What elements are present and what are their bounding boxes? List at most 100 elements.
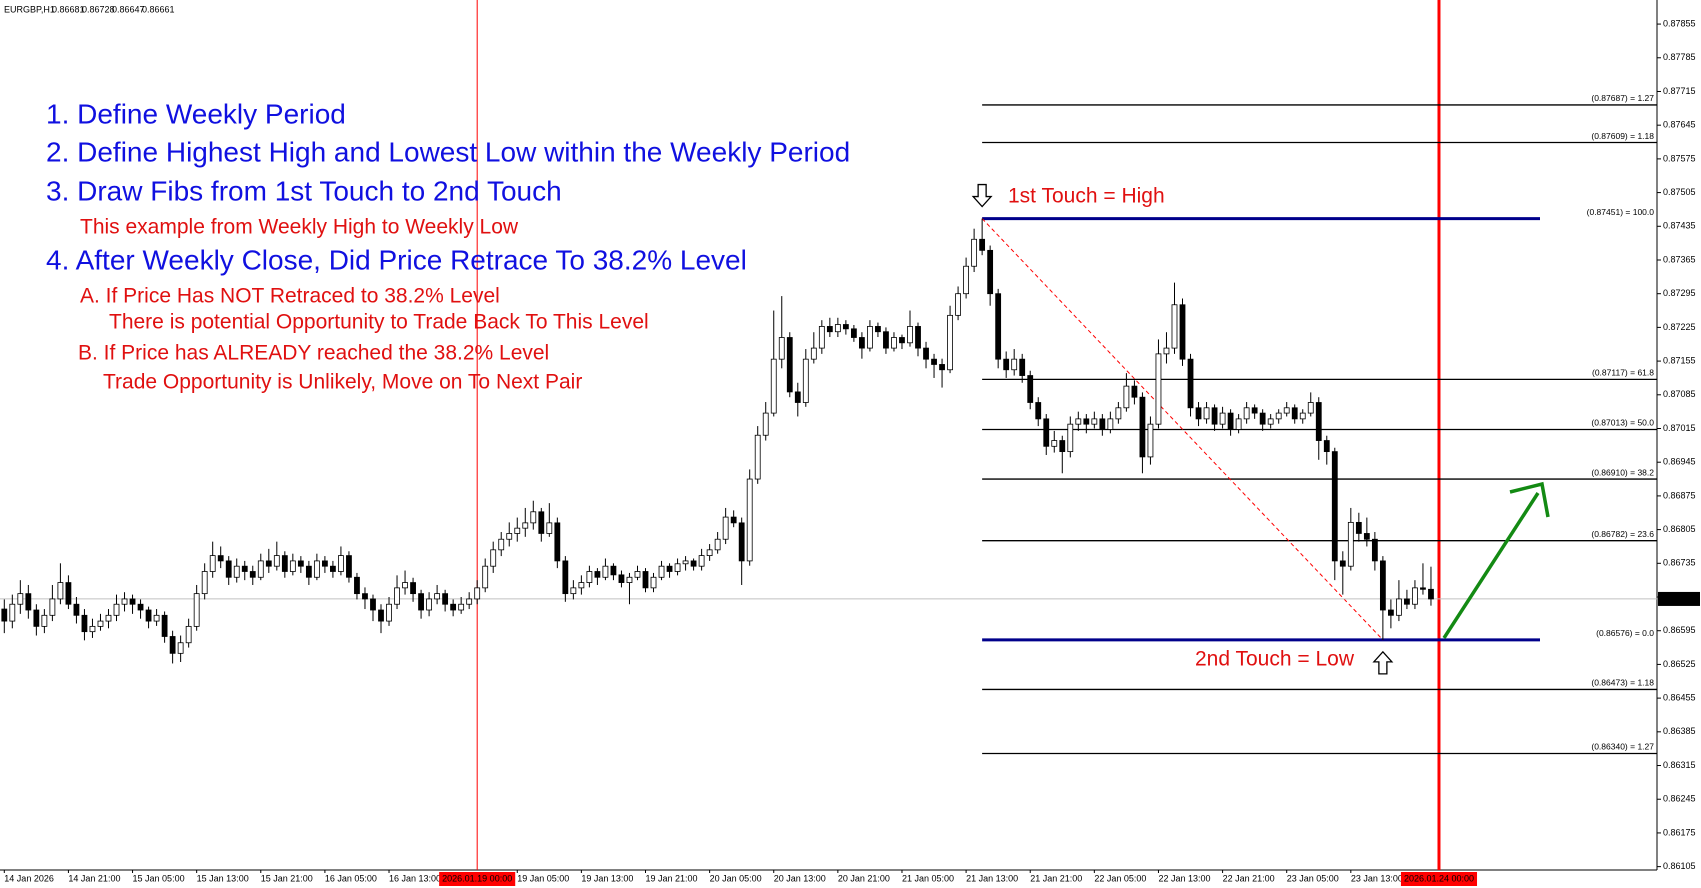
candle-body — [1163, 347, 1170, 355]
header-low: 0.86647 — [112, 4, 145, 14]
note-step: 1. Define Weekly Period — [46, 98, 346, 129]
candle-body — [554, 522, 561, 562]
note-step: 4. After Weekly Close, Did Price Retrace… — [46, 244, 747, 275]
candle-body — [65, 582, 72, 605]
candle-body — [354, 576, 360, 595]
y-tick-label: 0.87855 — [1663, 18, 1696, 28]
candle-body — [378, 609, 384, 622]
candle-body — [346, 555, 352, 578]
x-tick-label: 15 Jan 13:00 — [197, 873, 249, 883]
candle-body — [153, 614, 160, 622]
candle-body — [97, 620, 104, 627]
candle-body — [217, 555, 224, 562]
header-open: 0.86681 — [52, 4, 85, 14]
fib-label: (0.86473) = 1.18 — [1591, 678, 1654, 688]
candle-body — [145, 609, 152, 622]
candle-body — [1051, 440, 1058, 447]
candle-body — [330, 565, 336, 572]
x-tick-label: 15 Jan 21:00 — [261, 873, 313, 883]
candle-body — [762, 412, 769, 436]
candle-body — [289, 560, 296, 572]
candle-body — [305, 565, 312, 578]
x-tick-label: 16 Jan 05:00 — [325, 873, 377, 883]
candle-body — [867, 326, 873, 349]
y-tick-label: 0.86525 — [1663, 659, 1696, 669]
candle-body — [722, 516, 729, 540]
candle-body — [273, 555, 280, 567]
candle-body — [225, 560, 232, 578]
candle-body — [1147, 423, 1154, 458]
candle-body — [1067, 423, 1074, 453]
candle-body — [1235, 418, 1242, 430]
candle-body — [113, 603, 120, 616]
y-tick-label: 0.87785 — [1663, 52, 1696, 62]
candle-body — [57, 582, 64, 600]
candle-body — [1283, 407, 1290, 414]
candle-body — [1371, 538, 1378, 562]
candle-body — [778, 337, 785, 360]
y-tick-label: 0.87015 — [1663, 423, 1696, 433]
candle-body — [498, 538, 505, 551]
y-tick-label: 0.86315 — [1663, 760, 1696, 770]
candle-body — [249, 571, 256, 578]
y-tick-label: 0.86455 — [1663, 692, 1696, 702]
candle-body — [1219, 412, 1226, 425]
header-high: 0.86728 — [82, 4, 115, 14]
candle-body — [514, 527, 521, 534]
x-label-box — [439, 872, 516, 886]
candle-body — [105, 614, 112, 622]
candle-body — [1428, 588, 1434, 600]
x-tick-label: 14 Jan 21:00 — [68, 873, 120, 883]
candle-body — [995, 293, 1002, 360]
candle-body — [899, 337, 905, 344]
touch-high-label: 1st Touch = High — [1008, 185, 1165, 208]
candle-body — [1027, 375, 1034, 403]
candle-body — [169, 636, 176, 654]
candle-body — [955, 293, 961, 316]
candle-body — [33, 609, 40, 627]
candle-body — [434, 593, 441, 600]
candle-body — [1307, 402, 1314, 414]
candle-body — [1115, 407, 1122, 420]
candle-body — [1363, 533, 1370, 540]
candle-body — [418, 593, 424, 611]
fib-label: (0.86782) = 23.6 — [1591, 529, 1654, 539]
candle-body — [1059, 440, 1066, 453]
candle-body — [265, 560, 272, 567]
candle-body — [402, 582, 408, 589]
candle-body — [714, 538, 721, 551]
x-tick-label: 15 Jan 05:00 — [133, 873, 185, 883]
note-step: 3. Draw Fibs from 1st Touch to 2nd Touch — [46, 175, 562, 206]
x-tick-label: 19 Jan 21:00 — [646, 873, 698, 883]
candle-body — [931, 358, 937, 365]
candle-body — [177, 642, 184, 654]
candle-body — [193, 593, 200, 627]
candle-body — [842, 324, 849, 330]
candle-body — [698, 555, 705, 567]
touch-arrow-up — [1372, 650, 1394, 675]
candle-body — [915, 326, 921, 349]
x-label-box — [1400, 872, 1478, 886]
candle-body — [1412, 587, 1418, 605]
price-box — [1658, 591, 1700, 606]
y-tick-label: 0.87155 — [1663, 355, 1696, 365]
candle-body — [257, 560, 264, 578]
candle-body — [73, 603, 80, 616]
candle-body — [338, 555, 344, 572]
y-tick-label: 0.87645 — [1663, 120, 1696, 130]
candle-body — [209, 555, 216, 572]
candle-body — [89, 625, 96, 633]
candle-body — [939, 364, 945, 371]
candle-body — [818, 326, 825, 349]
x-tick-label: 19 Jan 13:00 — [581, 873, 633, 883]
fib-label: (0.86340) = 1.27 — [1591, 742, 1654, 752]
x-tick-label: 21 Jan 13:00 — [966, 873, 1018, 883]
candle-body — [466, 598, 473, 605]
x-tick-label: 14 Jan 2026 — [4, 873, 54, 883]
candle-body — [546, 522, 553, 534]
candle-body — [1099, 418, 1106, 430]
candle-body — [1404, 598, 1410, 605]
candle-body — [201, 571, 208, 595]
